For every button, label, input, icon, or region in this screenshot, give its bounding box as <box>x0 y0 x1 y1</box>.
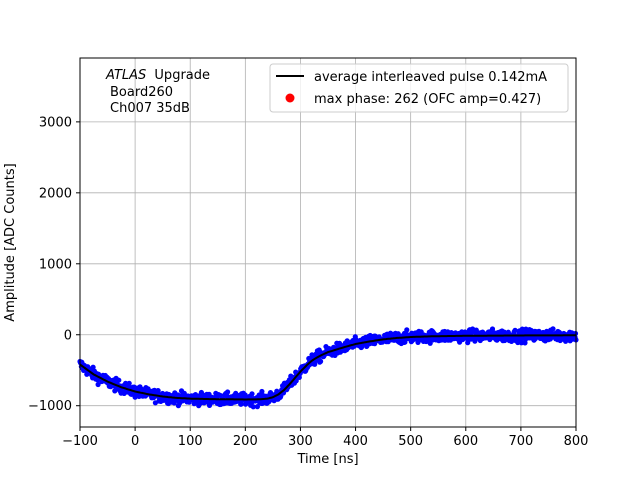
legend-box <box>269 63 569 113</box>
scatter-point <box>249 391 255 397</box>
scatter-point <box>254 404 260 410</box>
y-tick-label: 0 <box>64 328 72 343</box>
legend-entry-average-pulse: average interleaved pulse 0.142mA <box>314 70 547 85</box>
x-tick-label: 500 <box>398 434 423 449</box>
scatter-point <box>512 327 518 333</box>
x-axis-ticks: −100 0 100 200 300 400 500 600 700 800 <box>62 427 588 449</box>
scatter-point <box>95 381 101 388</box>
scatter-point <box>242 392 248 398</box>
y-tick-label: 1000 <box>39 257 72 272</box>
scatter-point <box>259 388 265 395</box>
x-tick-label: 100 <box>178 434 203 449</box>
x-tick-label: 200 <box>233 434 258 449</box>
legend-marker-swatch <box>285 93 295 103</box>
annotation-rest: Upgrade <box>154 68 210 83</box>
x-tick-label: −100 <box>62 434 98 449</box>
average-pulse-line <box>79 334 576 401</box>
scatter-point <box>225 389 231 395</box>
y-tick-label: 3000 <box>39 115 72 130</box>
y-tick-label: −1000 <box>28 399 72 414</box>
annotation-line-1: ATLAS Upgrade <box>105 68 210 83</box>
atlas-annotation: ATLAS Upgrade Board260 Ch007 35dB <box>105 68 210 116</box>
x-tick-label: 0 <box>131 434 139 449</box>
y-axis-label: Amplitude [ADC Counts] <box>3 163 18 321</box>
annotation-italic: ATLAS <box>105 68 146 83</box>
scatter-point <box>404 327 410 333</box>
x-tick-label: 700 <box>508 434 533 449</box>
x-tick-label: 800 <box>564 434 589 449</box>
scatter-point <box>318 358 324 364</box>
annotation-line-2: Board260 <box>110 85 173 100</box>
y-axis-ticks: −1000 0 1000 2000 3000 <box>28 115 80 414</box>
x-axis-label: Time [ns] <box>296 452 358 467</box>
legend: average interleaved pulse 0.142mA max ph… <box>269 63 569 113</box>
scatter-point <box>550 326 556 332</box>
scatter-point <box>90 364 96 370</box>
scatter-point <box>126 380 132 386</box>
scatter-point <box>250 404 256 410</box>
annotation-line-3: Ch007 35dB <box>110 101 190 116</box>
x-tick-label: 600 <box>453 434 478 449</box>
scatter-point <box>296 374 302 380</box>
scatter-point <box>116 377 122 383</box>
scatter-point <box>238 401 244 407</box>
x-tick-label: 300 <box>288 434 313 449</box>
x-tick-label: 400 <box>343 434 368 449</box>
scatter-point <box>112 388 118 394</box>
series-lines <box>79 334 576 401</box>
legend-entry-max-phase: max phase: 262 (OFC amp=0.427) <box>314 92 541 107</box>
y-tick-label: 2000 <box>39 186 72 201</box>
axes-frame <box>79 57 577 428</box>
